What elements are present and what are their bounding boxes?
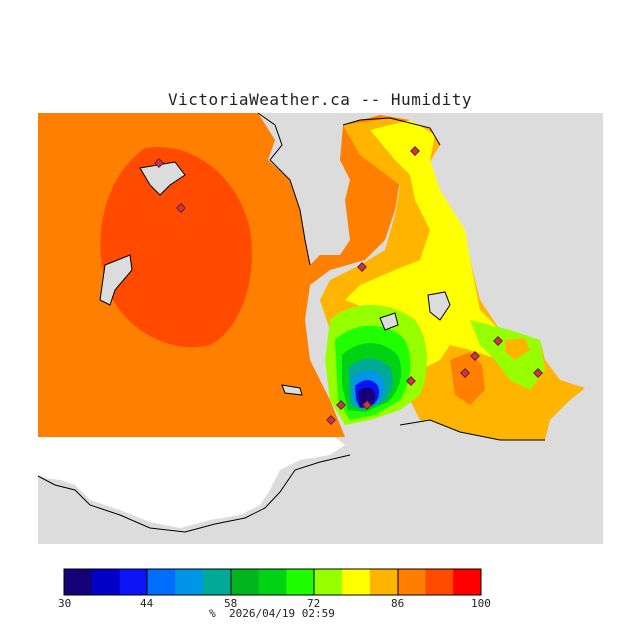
legend-cell: [119, 569, 148, 595]
station-marker: [357, 262, 367, 272]
humidity-zone-east-pocket-2: [505, 338, 530, 360]
legend-cell: [286, 569, 315, 595]
island-5: [379, 312, 399, 331]
islands: [99, 161, 451, 396]
land-olympic: [38, 420, 603, 544]
station-marker: [362, 400, 372, 410]
page-title: VictoriaWeather.ca -- Humidity: [168, 90, 472, 109]
station-marker: [460, 368, 470, 378]
island-2: [99, 254, 133, 306]
humidity-zone-yellow: [345, 120, 530, 370]
station-marker: [533, 368, 543, 378]
station-marker: [470, 351, 480, 361]
legend-unit: %: [209, 607, 216, 620]
legend-cell: [314, 569, 343, 595]
humidity-zone-lime-east: [470, 320, 545, 390]
station-marker: [410, 146, 420, 156]
legend-cell: [258, 569, 287, 595]
legend-frame: [63, 568, 482, 596]
legend-cell: [203, 569, 232, 595]
legend-tick-86: 86: [391, 597, 405, 610]
legend-cell: [91, 569, 121, 595]
legend-cell: [175, 569, 204, 595]
humidity-zone-red-orange: [100, 146, 252, 348]
legend-cells: [64, 569, 482, 595]
timestamp: 2026/04/19 02:59: [228, 607, 335, 620]
humidity-zone-east-pocket: [450, 352, 485, 405]
legend-cell: [369, 569, 399, 595]
station-marker: [336, 400, 346, 410]
legend-tick-30: 30: [58, 597, 72, 610]
legend-cell: [342, 569, 371, 595]
water-channel: [258, 113, 350, 250]
legend-caption: % 2026/04/19 02:59: [0, 607, 544, 620]
coastlines: [37, 112, 545, 533]
island-4: [427, 291, 451, 321]
island-3: [281, 384, 303, 396]
humidity-zone-navy: [358, 387, 376, 408]
legend-tick-100: 100: [471, 597, 491, 610]
station-marker: [493, 336, 503, 346]
legend-tick-72: 72: [307, 597, 321, 610]
station-marker: [176, 203, 186, 213]
legend-cell: [230, 569, 260, 595]
station-marker: [326, 415, 336, 425]
legend-cell: [147, 569, 176, 595]
legend-tick-lines: [146, 569, 399, 595]
legend-tick-58: 58: [224, 597, 238, 610]
island-1: [139, 161, 186, 196]
station-marker: [406, 376, 416, 386]
legend-cell: [425, 569, 454, 595]
legend-tick-44: 44: [140, 597, 154, 610]
water-south: [38, 437, 345, 528]
legend-cell: [453, 569, 482, 595]
legend-cell: [397, 569, 426, 595]
station-marker: [154, 158, 164, 168]
humidity-zone-east-orange: [298, 115, 430, 437]
weather-stations: [154, 146, 543, 425]
legend-cell: [64, 569, 93, 595]
